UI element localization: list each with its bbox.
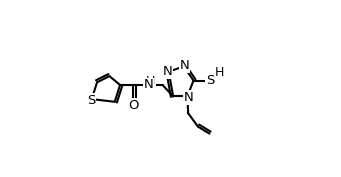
Text: S: S — [87, 93, 95, 107]
Text: O: O — [128, 99, 138, 112]
Text: N: N — [180, 59, 190, 72]
Text: N: N — [163, 65, 172, 78]
Text: N: N — [183, 91, 193, 104]
Text: H: H — [215, 66, 224, 79]
Text: H: H — [146, 75, 155, 88]
Text: N: N — [144, 78, 153, 92]
Text: S: S — [206, 74, 214, 87]
